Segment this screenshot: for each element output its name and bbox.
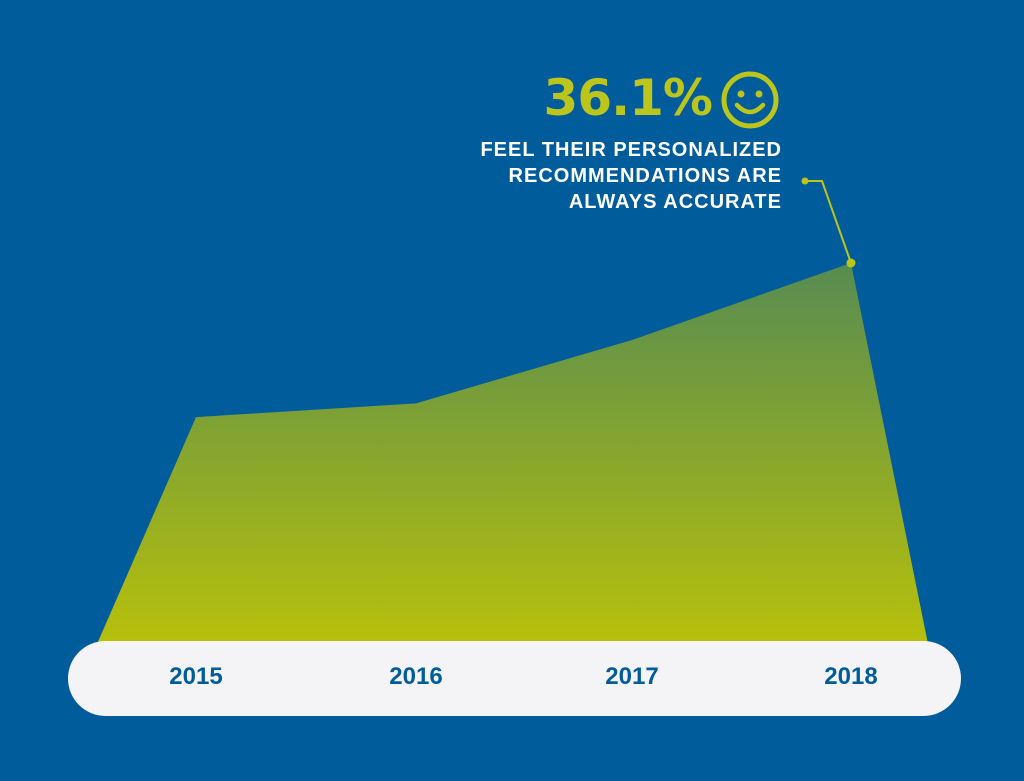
x-tick-label-2016: 2016 (389, 663, 443, 690)
x-tick-label-2017: 2017 (605, 663, 659, 690)
smiley-icon (721, 71, 779, 129)
callout-line: ALWAYS ACCURATE (568, 191, 782, 213)
callout-data-point-dot (846, 258, 856, 268)
area-series (97, 263, 928, 644)
callout-line: RECOMMENDATIONS ARE (508, 165, 782, 187)
callout-leader-dot (801, 177, 809, 185)
callout-line: FEEL THEIR PERSONALIZED (480, 139, 782, 161)
callout-leader-line (805, 180, 852, 264)
callout-value: 36.1% (543, 69, 713, 127)
x-axis-bar (68, 641, 961, 716)
callout-text: FEEL THEIR PERSONALIZED RECOMMENDATIONS … (420, 137, 782, 215)
x-tick-label-2015: 2015 (169, 663, 223, 690)
x-tick-label-2018: 2018 (824, 663, 878, 690)
